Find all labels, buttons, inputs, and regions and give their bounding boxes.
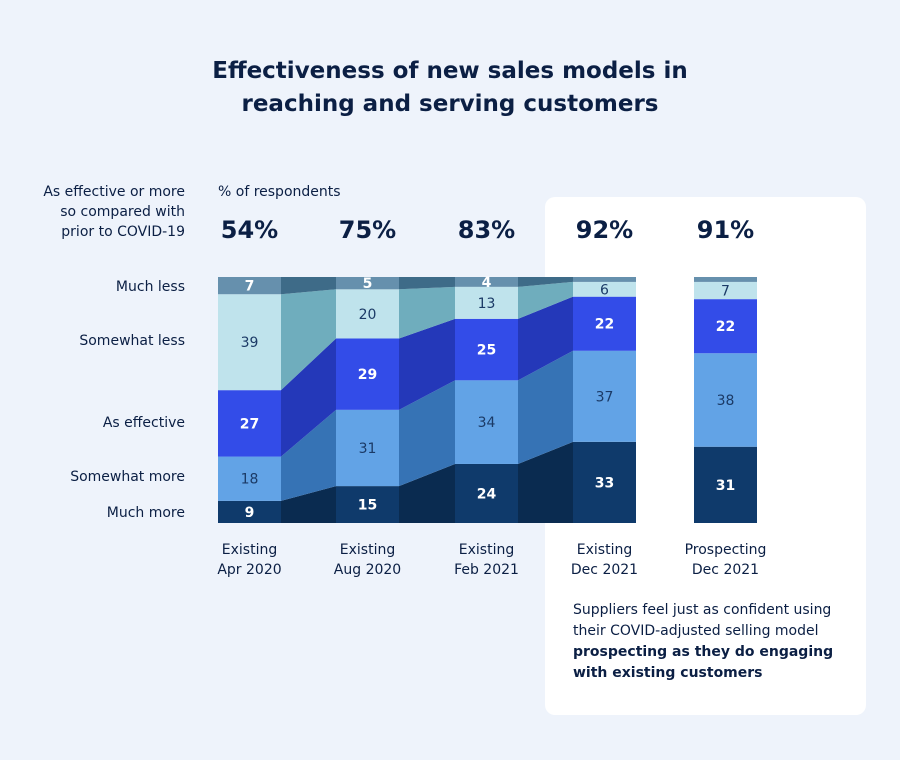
bar-segment [336,338,399,410]
bar-segment [694,277,757,282]
y-heading-line: As effective or more [43,184,185,200]
bar-segment [573,281,636,297]
data-label: 15 [358,498,377,514]
connector-band [518,277,573,287]
y-heading-line: prior to COVID-19 [61,224,185,240]
data-label: 13 [478,296,496,312]
connector-band [518,296,573,381]
category-label: Existing Dec 2021 [570,542,639,578]
callout-note: Suppliers feel just as confident using t… [573,600,853,684]
data-label: 37 [596,389,614,405]
connector-band [281,289,336,391]
bar-segment [455,318,518,381]
note-bold: prospecting as they do engaging with exi… [573,644,834,681]
data-label: 7 [245,279,255,295]
data-label: 6 [600,282,609,298]
bar-segment [218,456,281,501]
category-label: Existing Feb 2021 [454,542,519,578]
bar-segment [218,500,281,523]
bar-segment [573,296,636,351]
data-label: 39 [241,335,259,351]
note-text: Suppliers feel just as confident using t… [573,602,832,639]
headline-value: 54% [220,216,279,244]
data-label: 7 [721,284,730,300]
connector-band [281,277,336,295]
data-label: 34 [478,415,496,431]
data-label: 25 [477,343,496,359]
bar-segment [218,277,281,295]
row-label: Somewhat less [79,333,185,349]
bar-segment [455,380,518,464]
data-label: 38 [717,393,735,409]
title-line: reaching and serving customers [241,91,659,117]
y-heading: As effective or more so compared with pr… [0,182,185,242]
headline-value: 92% [575,216,634,244]
chart-title: Effectiveness of new sales models in rea… [0,55,900,121]
connector-band [518,441,573,523]
data-label: 27 [240,416,259,432]
headline-value: 91% [696,216,755,244]
connector-band [281,486,336,523]
bar-segment [694,299,757,354]
category-label: Prospecting Dec 2021 [684,542,767,578]
bar-segment [336,277,399,290]
y-heading-line: so compared with [60,204,185,220]
connector-band [281,338,336,457]
data-label: 20 [359,307,377,323]
connector-band [399,318,455,410]
bar-segment [694,446,757,523]
category-label: Existing Aug 2020 [333,542,402,578]
headline-value: 75% [338,216,397,244]
bar-segment [455,286,518,319]
bar-segment [218,390,281,457]
data-label: 31 [716,478,735,494]
headline-value: 83% [457,216,516,244]
bar-segment [694,281,757,300]
connector-band [399,463,455,523]
connector-band [518,281,573,319]
row-label: Much less [115,279,185,295]
connector-band [281,409,336,501]
connector-band [399,277,455,290]
bar-segment [573,350,636,442]
connector-band [399,380,455,487]
data-label: 5 [363,276,373,292]
row-label: As effective [102,415,185,431]
data-label: 33 [595,475,614,491]
data-label: 31 [359,441,377,457]
data-label: 18 [241,472,259,488]
data-label: 29 [358,367,377,383]
data-label: 4 [482,275,492,291]
data-label: 22 [716,319,735,335]
row-label: Much more [106,505,185,521]
category-label: Existing Apr 2020 [217,542,282,578]
bar-segment [573,441,636,523]
row-label: Somewhat more [70,469,185,485]
bar-segment [694,353,757,447]
connector-band [518,350,573,464]
bar-segment [573,277,636,282]
bar-segment [336,409,399,487]
bar-segment [218,294,281,391]
title-line: Effectiveness of new sales models in [212,58,688,84]
unit-label: % of respondents [218,184,341,200]
data-label: 24 [477,486,497,502]
bar-segment [336,289,399,339]
bar-segment [455,463,518,523]
bar-segment [336,486,399,523]
connector-band [399,286,455,339]
data-label: 9 [245,505,255,521]
bar-segment [455,277,518,287]
data-label: 22 [595,317,614,333]
